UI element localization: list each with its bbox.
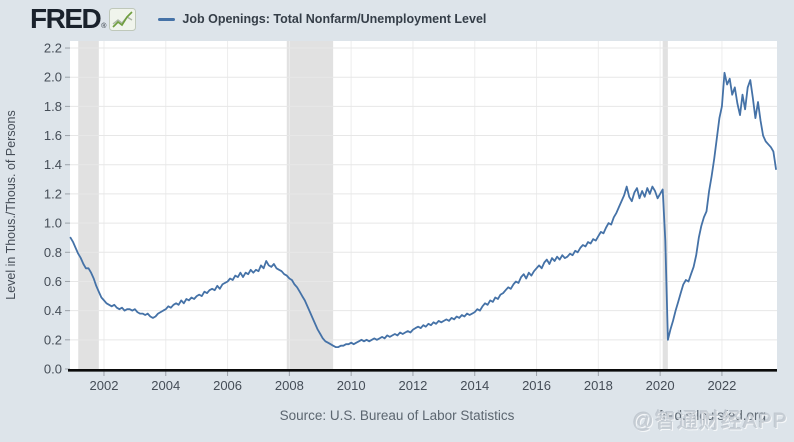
source-text: Source: U.S. Bureau of Labor Statistics — [279, 408, 515, 423]
series-legend[interactable]: Job Openings: Total Nonfarm/Unemployment… — [158, 12, 486, 26]
recession-band — [286, 41, 334, 369]
x-tick-label: 2004 — [151, 378, 180, 393]
x-tick-label: 2008 — [275, 378, 304, 393]
fred-logo[interactable]: FRED ® — [30, 3, 137, 34]
x-tick-label: 2016 — [522, 378, 551, 393]
data-line — [69, 71, 777, 349]
legend-line-swatch — [158, 17, 176, 21]
plot-area[interactable] — [70, 41, 777, 369]
watermark-text: @智通财经APP — [632, 410, 788, 433]
y-tick-label: 0.6 — [44, 274, 62, 289]
y-tick-label: 2.0 — [44, 70, 62, 85]
y-tick-label: 0.4 — [44, 303, 62, 318]
fred-logo-text: FRED — [30, 3, 102, 34]
y-tick-label: 0.8 — [44, 245, 62, 260]
chart-header: FRED ® Job Openings: Total Nonfarm/Unemp… — [0, 0, 794, 38]
x-tick-label: 2002 — [90, 378, 119, 393]
x-tick-label: 2020 — [646, 378, 675, 393]
y-tick-label: 2.2 — [44, 41, 62, 56]
y-tick-label: 1.8 — [44, 99, 62, 114]
registered-mark: ® — [101, 23, 107, 30]
y-tick-label: 0.2 — [44, 332, 62, 347]
y-tick-label: 0.0 — [44, 362, 62, 377]
y-axis-title: Level in Thous./Thous. of Persons — [4, 110, 18, 299]
y-tick-label: 1.6 — [44, 128, 62, 143]
recession-band — [78, 41, 99, 369]
fred-sparkline-icon — [109, 8, 137, 31]
x-tick-label: 2012 — [398, 378, 427, 393]
fred-site-link[interactable]: fred.stlouisfed.org — [658, 408, 766, 423]
recession-band — [662, 41, 668, 369]
x-tick-label: 2014 — [460, 378, 489, 393]
legend-label: Job Openings: Total Nonfarm/Unemployment… — [182, 12, 487, 26]
x-tick-label: 2018 — [584, 378, 613, 393]
y-tick-label: 1.2 — [44, 186, 62, 201]
x-tick-label: 2010 — [337, 378, 366, 393]
x-tick-label: 2022 — [707, 378, 736, 393]
y-tick-label: 1.4 — [44, 157, 62, 172]
y-tick-label: 1.0 — [44, 216, 62, 231]
x-tick-label: 2006 — [213, 378, 242, 393]
